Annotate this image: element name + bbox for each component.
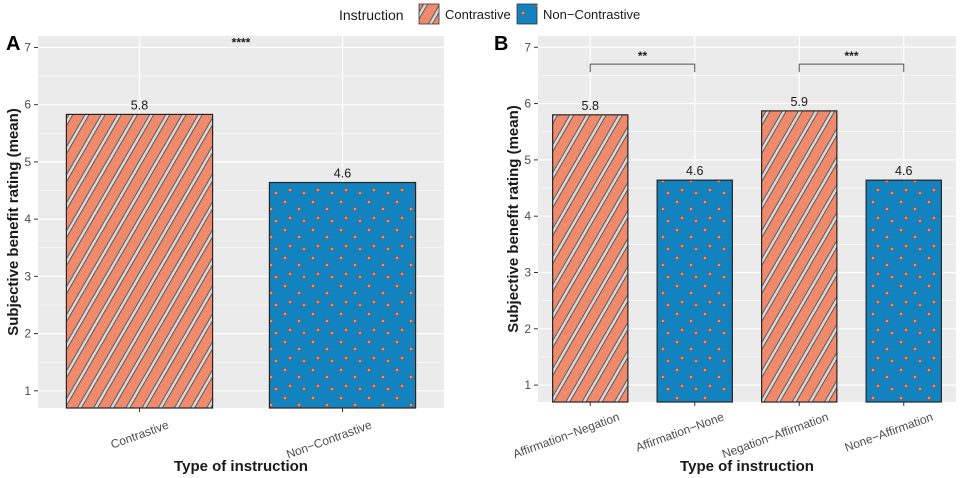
significance-a: **** (232, 35, 251, 49)
x-tick-label: Non−Contrastive (284, 418, 373, 462)
bar-labels-b: 5.8 4.6 5.9 4.6 (582, 95, 913, 178)
bar-affirmation-none (656, 179, 733, 403)
bar-value-label: 5.9 (791, 95, 808, 109)
bar-non-contrastive (268, 181, 417, 409)
significance-label: ** (638, 49, 648, 63)
y-tick-label: 1 (524, 378, 531, 392)
significance-bracket (798, 63, 905, 73)
bars-b (552, 110, 942, 403)
significance-label: **** (232, 35, 251, 49)
y-tick-label: 7 (24, 40, 31, 54)
bar-value-label: 5.8 (582, 99, 599, 113)
bar-value-label: 5.8 (131, 98, 148, 112)
y-ticks-b: 1 2 3 4 5 6 7 (524, 40, 538, 392)
legend: Instruction Contrastive Non−Contrastive (339, 3, 640, 25)
bar-value-label: 4.6 (895, 164, 912, 178)
legend-title: Instruction (339, 7, 404, 23)
x-axis-title-b: Type of instruction (680, 458, 814, 475)
bar-labels-a: 5.8 4.6 (131, 98, 351, 180)
panel-letter-a: A (6, 33, 20, 55)
y-axis-title-b: Subjective benefit rating (mean) (505, 105, 522, 333)
legend-label-contrastive: Contrastive (445, 7, 511, 22)
y-tick-label: 4 (24, 212, 31, 226)
x-tick-label: None−Affirmation (843, 410, 935, 455)
bar-value-label: 4.6 (686, 164, 703, 178)
panel-a: A 5.8 4.6 **** 1 2 3 4 5 6 7 Contrastive Non−Con… (5, 33, 444, 475)
y-axis-title-a: Subjective benefit rating (mean) (5, 108, 22, 336)
x-tick-label: Affirmation−None (634, 410, 726, 455)
y-tick-label: 6 (524, 97, 531, 111)
y-tick-label: 3 (24, 269, 31, 283)
x-tick-label: Negation−Affirmation (720, 410, 830, 462)
panel-letter-b: B (494, 33, 508, 55)
bar-value-label: 4.6 (334, 167, 351, 181)
significance-bracket (589, 63, 696, 73)
legend-label-non-contrastive: Non−Contrastive (543, 7, 640, 22)
y-ticks-a: 1 2 3 4 5 6 7 (24, 40, 38, 398)
x-axis-title-a: Type of instruction (174, 458, 308, 475)
legend-swatch-non-contrastive (516, 3, 538, 25)
legend-swatch-contrastive (418, 3, 440, 25)
significance-b: ** *** (589, 49, 905, 73)
y-tick-label: 2 (524, 322, 531, 336)
bar-none-affirmation (865, 179, 942, 403)
y-tick-label: 5 (24, 155, 31, 169)
y-tick-label: 1 (24, 384, 31, 398)
bar-affirmation-negation (552, 114, 629, 403)
y-tick-label: 5 (524, 153, 531, 167)
bar-contrastive (65, 113, 214, 409)
x-ticks-a: Contrastive Non−Contrastive (109, 408, 374, 462)
bars-a (65, 113, 417, 409)
y-tick-label: 6 (24, 98, 31, 112)
significance-label: *** (844, 49, 858, 63)
x-tick-label: Contrastive (109, 418, 171, 452)
x-ticks-b: Affirmation−Negation Affirmation−NoneNega… (511, 402, 935, 461)
y-tick-label: 7 (524, 40, 531, 54)
y-tick-label: 2 (24, 327, 31, 341)
y-tick-label: 4 (524, 209, 531, 223)
y-tick-label: 3 (524, 265, 531, 279)
bar-negation-affirmation (761, 110, 838, 403)
x-tick-label: Affirmation−Negation (511, 410, 621, 462)
